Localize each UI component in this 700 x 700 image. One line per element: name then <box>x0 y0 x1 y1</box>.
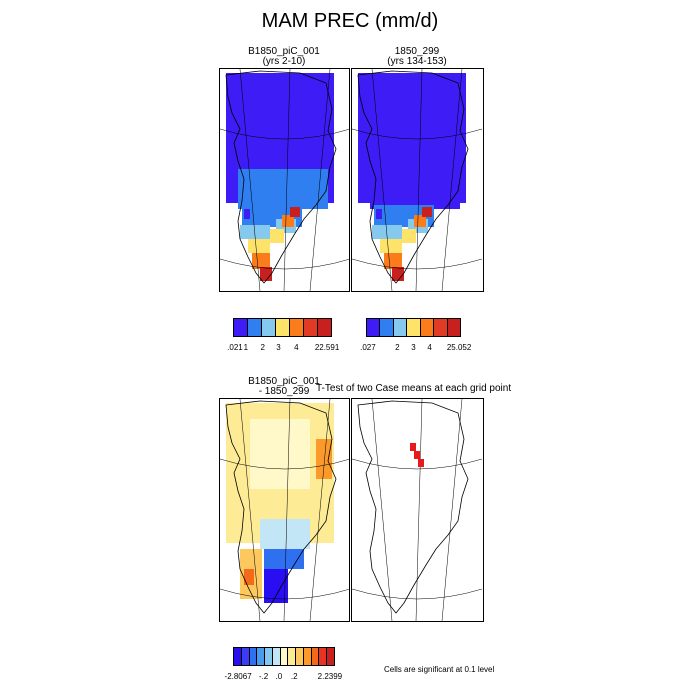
ttest-map-panel <box>351 398 484 622</box>
colorbar-label: 25.052 <box>446 343 472 352</box>
colorbar-swatch <box>406 318 420 337</box>
test-map <box>352 69 483 291</box>
colorbar-swatch <box>256 647 265 666</box>
ttest-map <box>352 399 483 621</box>
colorbar-swatch <box>446 318 461 337</box>
colorbar-swatch <box>279 647 288 666</box>
colorbar-label: -2.8067 <box>224 672 252 681</box>
significant-cell <box>410 443 416 451</box>
test-panel-title: 1850_299 (yrs 134-153) <box>351 47 483 67</box>
colorbar-swatch <box>247 318 261 337</box>
colorbar-label: .027 <box>360 343 376 352</box>
colorbar-swatch <box>303 318 317 337</box>
significant-cell <box>418 459 424 467</box>
colorbar-swatch <box>433 318 447 337</box>
colorbar-label: 2 <box>395 343 400 352</box>
difference-map-panel <box>219 398 350 622</box>
colorbar-swatch <box>326 647 335 666</box>
colorbar-swatch <box>248 647 257 666</box>
colorbar-swatch <box>366 318 380 337</box>
difference-colorbar-labels: -2.8067 -.2 .0 .2 2.2399 <box>225 672 343 684</box>
control-panel-title: B1850_piC_001 (yrs 2-10) <box>219 47 349 67</box>
colorbar-label: -.2 <box>258 672 269 681</box>
colorbar-swatch <box>240 647 249 666</box>
colorbar-swatch <box>318 647 327 666</box>
control-colorbar <box>233 318 332 337</box>
colorbar-label: 2.2399 <box>317 672 343 681</box>
control-title-line2: (yrs 2-10) <box>262 56 306 67</box>
difference-map <box>220 399 349 621</box>
colorbar-label: .0 <box>275 672 283 681</box>
colorbar-label: 2 <box>260 343 265 352</box>
ttest-panel-title: T-Test of two Case means at each grid po… <box>316 383 512 394</box>
colorbar-label: .021 <box>227 343 243 352</box>
colorbar-swatch <box>317 318 332 337</box>
test-colorbar <box>366 318 461 337</box>
control-map <box>220 69 349 291</box>
colorbar-swatch <box>233 647 241 666</box>
colorbar-swatch <box>295 647 303 666</box>
significance-note: Cells are significant at 0.1 level <box>384 665 495 674</box>
colorbar-swatch <box>302 647 311 666</box>
colorbar-swatch <box>261 318 275 337</box>
colorbar-swatch <box>271 647 280 666</box>
colorbar-swatch <box>289 318 303 337</box>
colorbar-label: 1 <box>243 343 249 352</box>
colorbar-swatch <box>275 318 289 337</box>
test-title-line1: 1850_299 <box>394 46 440 57</box>
colorbar-label: 3 <box>411 343 416 352</box>
colorbar-swatch <box>379 318 393 337</box>
difference-panel-title: B1850_piC_001 - 1850_299 <box>219 377 349 397</box>
colorbar-label: 4 <box>427 343 432 352</box>
colorbar-swatch <box>287 647 296 666</box>
colorbar-label: .2 <box>290 672 298 681</box>
significant-cell <box>414 451 420 459</box>
colorbar-swatch <box>392 318 407 337</box>
colorbar-swatch <box>233 318 247 337</box>
test-map-panel <box>351 68 484 292</box>
colorbar-label: 4 <box>294 343 299 352</box>
figure-title: MAM PREC (mm/d) <box>261 10 439 32</box>
difference-colorbar <box>233 647 335 666</box>
colorbar-swatch <box>419 318 434 337</box>
difference-title-line1: B1850_piC_001 <box>248 376 320 387</box>
test-title-line2: (yrs 134-153) <box>387 56 447 67</box>
colorbar-label: 3 <box>276 343 281 352</box>
colorbar-swatch <box>310 647 319 666</box>
test-colorbar-labels: .027 2 3 4 25.052 <box>360 343 471 355</box>
colorbar-swatch <box>264 647 272 666</box>
control-colorbar-labels: .021 1 2 3 4 22.591 <box>227 343 339 355</box>
control-map-panel <box>219 68 350 292</box>
control-title-line1: B1850_piC_001 <box>248 46 320 57</box>
difference-title-line2: - 1850_299 <box>258 386 310 397</box>
colorbar-label: 22.591 <box>314 343 340 352</box>
